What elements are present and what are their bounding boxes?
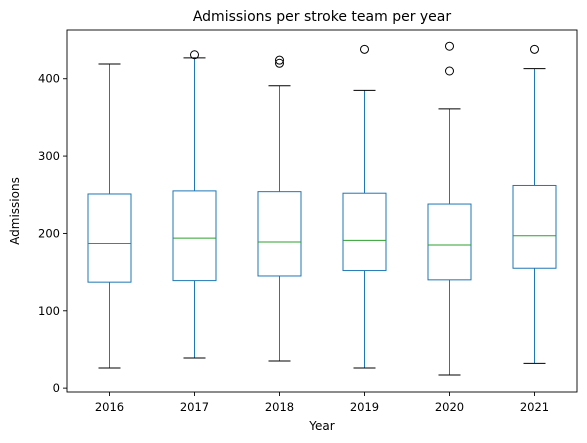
- box-iqr: [427, 203, 472, 281]
- box-iqr: [87, 193, 132, 283]
- outlier-point: [275, 58, 284, 68]
- y-tick-label: 0: [53, 381, 60, 395]
- y-tick-label: 300: [38, 149, 60, 163]
- box-group-2016: [87, 63, 132, 369]
- outlier-point: [190, 50, 199, 60]
- x-axis: 2016 2017 2018 2019 2020 2021: [95, 392, 549, 414]
- boxplot-marks: [87, 41, 557, 376]
- box-group-2020: [427, 41, 472, 376]
- box-group-2018: [257, 55, 302, 362]
- box-group-2021: [512, 44, 557, 364]
- box-iqr: [342, 192, 387, 272]
- x-tick-label: 2017: [180, 400, 209, 414]
- x-tick-label: 2020: [435, 400, 464, 414]
- y-tick-label: 400: [38, 72, 60, 86]
- box-iqr: [257, 191, 302, 277]
- outlier-point: [445, 41, 454, 51]
- y-tick-label: 200: [38, 226, 60, 240]
- x-tick-label: 2016: [95, 400, 124, 414]
- box-group-2017: [172, 50, 217, 359]
- box-iqr: [172, 190, 217, 282]
- outlier-point: [530, 44, 539, 54]
- x-tick-label: 2018: [265, 400, 294, 414]
- y-axis-label: Admissions: [8, 177, 22, 245]
- box-group-2019: [342, 44, 387, 369]
- x-tick-label: 2019: [350, 400, 379, 414]
- outlier-point: [360, 44, 369, 54]
- box-iqr: [512, 184, 557, 269]
- outlier-point: [445, 66, 454, 76]
- chart-title: Admissions per stroke team per year: [193, 9, 452, 25]
- y-tick-label: 100: [38, 304, 60, 318]
- x-tick-label: 2021: [520, 400, 549, 414]
- y-axis: 0 100 200 300 400: [38, 72, 67, 395]
- outlier-point: [275, 55, 284, 65]
- x-axis-label: Year: [308, 419, 334, 433]
- plot-area: [66, 29, 578, 393]
